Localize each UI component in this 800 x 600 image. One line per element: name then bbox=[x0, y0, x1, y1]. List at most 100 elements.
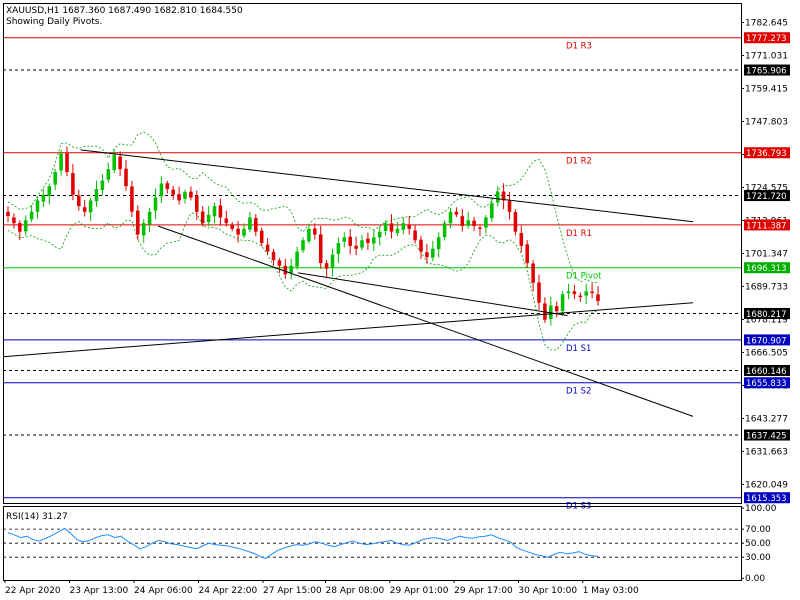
time-tick-label: 1 May 03:00 bbox=[583, 586, 639, 596]
main-plot-border bbox=[3, 3, 742, 504]
candle-body-bear bbox=[265, 244, 270, 252]
candle-body-bull bbox=[159, 183, 164, 197]
candle-body-bear bbox=[454, 211, 459, 215]
price-tick-label: 1747.803 bbox=[745, 117, 788, 127]
candle-body-bear bbox=[354, 245, 358, 249]
level-tag-label: 1765.906 bbox=[746, 67, 787, 77]
pivot-level-name: D1 S1 bbox=[566, 344, 591, 354]
candle-body-bear bbox=[12, 217, 16, 224]
candle-body-bull bbox=[560, 294, 565, 312]
candle-body-bull bbox=[383, 223, 388, 231]
candle-body-bull bbox=[466, 220, 470, 226]
level-tag-label: 1660.146 bbox=[746, 367, 787, 377]
candle-body-bull bbox=[431, 248, 435, 258]
candle-body-bear bbox=[590, 291, 594, 294]
bollinger-upper-band bbox=[7, 131, 599, 283]
candle-body-bear bbox=[71, 173, 75, 195]
candle-body-bear bbox=[313, 228, 317, 235]
candle-body-bear bbox=[318, 234, 323, 263]
time-tick-label: 29 Apr 17:00 bbox=[454, 586, 513, 596]
pivot-level-name: D1 R3 bbox=[566, 42, 592, 52]
level-tag-bg bbox=[744, 262, 790, 274]
level-tag-label: 1777.273 bbox=[746, 34, 787, 44]
candle-body-bull bbox=[448, 211, 453, 224]
candle-body-bear bbox=[218, 205, 223, 218]
level-tag-bg bbox=[744, 364, 790, 376]
candle-body-bull bbox=[59, 153, 63, 171]
candle-body-bear bbox=[578, 295, 583, 298]
candle-body-bull bbox=[106, 169, 111, 180]
level-tag-label: 1637.425 bbox=[746, 432, 787, 442]
candle-body-bear bbox=[513, 212, 518, 232]
candle-body-bull bbox=[395, 228, 400, 233]
candle-body-bull bbox=[401, 223, 406, 230]
candle-body-bear bbox=[82, 207, 87, 212]
level-tag-bg bbox=[744, 147, 790, 159]
level-tags-layer: 1765.906 1721.720 1680.217 1660.146 1637.425… bbox=[744, 32, 790, 504]
rsi-tick-label: 70.00 bbox=[745, 525, 771, 535]
candle-body-bear bbox=[572, 291, 577, 295]
time-axis-layer: 22 Apr 2020 23 Apr 13:00 24 Apr 06:00 24 Ap… bbox=[4, 580, 639, 596]
price-tick-label: 1620.049 bbox=[745, 480, 788, 490]
candle-body-bull bbox=[584, 291, 588, 296]
rsi-tick-label: 100.00 bbox=[745, 504, 777, 514]
candle-body-bear bbox=[254, 217, 258, 232]
candle-body-bear bbox=[596, 294, 600, 302]
candle-body-bear bbox=[348, 236, 352, 246]
candle-body-bull bbox=[29, 211, 34, 220]
price-tick-label: 1631.663 bbox=[745, 447, 788, 457]
price-axis-layer: 1782.6451771.0311759.4151747.8031736.188… bbox=[741, 18, 788, 490]
candle-body-bear bbox=[413, 230, 417, 241]
level-tag-bg bbox=[744, 429, 790, 441]
candle-body-bear bbox=[537, 282, 541, 303]
level-tag-label: 1680.217 bbox=[746, 310, 787, 320]
candle-body-bull bbox=[94, 189, 99, 202]
price-tick-label: 1782.645 bbox=[745, 18, 788, 28]
candle-body-bull bbox=[342, 237, 347, 242]
candle-body-bear bbox=[531, 263, 535, 283]
candle-body-bear bbox=[419, 239, 423, 252]
price-tick-label: 1759.415 bbox=[745, 84, 788, 94]
candle-body-bull bbox=[330, 254, 335, 269]
candle-body-bull bbox=[484, 217, 488, 228]
candle-body-bear bbox=[389, 223, 394, 232]
candle-body-bear bbox=[118, 156, 122, 170]
trendline bbox=[157, 225, 694, 417]
candle-body-bear bbox=[366, 238, 370, 244]
candle-body-bull bbox=[41, 194, 46, 202]
candle-body-bear bbox=[189, 191, 193, 198]
candle-body-bear bbox=[195, 195, 199, 212]
candle-body-bull bbox=[88, 200, 93, 213]
candle-body-bear bbox=[65, 153, 69, 173]
level-tag-label: 1670.907 bbox=[746, 336, 787, 346]
candle-body-bear bbox=[77, 195, 81, 207]
candle-body-bull bbox=[490, 203, 494, 219]
rsi-tick-label: 30.00 bbox=[745, 553, 771, 563]
candle-body-bull bbox=[360, 240, 364, 248]
level-tag-label: 1736.793 bbox=[746, 149, 787, 159]
trendline bbox=[80, 149, 694, 223]
candle-body-bear bbox=[525, 244, 529, 263]
candle-body-bull bbox=[23, 220, 28, 232]
candle-body-bull bbox=[307, 228, 311, 242]
candle-body-bull bbox=[442, 223, 447, 238]
level-tag-label: 1655.833 bbox=[746, 379, 787, 389]
pivot-levels-layer: D1 R3 D1 R2 D1 R1 D1 Pivot D1 S1 D1 S2 D1 S3 bbox=[3, 37, 741, 512]
candle-body-bull bbox=[112, 154, 116, 171]
symbol-header: XAUUSD,H1 1687.360 1687.490 1682.810 168… bbox=[6, 6, 243, 16]
candle-body-bear bbox=[171, 189, 175, 195]
candle-body-bear bbox=[224, 218, 229, 224]
price-tick-label: 1689.733 bbox=[745, 282, 788, 292]
candle-body-bear bbox=[230, 224, 234, 229]
candle-body-bull bbox=[372, 237, 376, 244]
candle-body-bear bbox=[507, 200, 512, 212]
level-tag-label: 1615.353 bbox=[746, 494, 787, 504]
pivots-subtitle: Showing Daily Pivots. bbox=[6, 17, 102, 27]
candle-body-bull bbox=[336, 243, 341, 254]
candle-body-bear bbox=[501, 191, 506, 201]
time-tick-label: 22 Apr 2020 bbox=[5, 586, 61, 596]
level-tag-bg bbox=[744, 190, 790, 202]
level-tag-bg bbox=[744, 377, 790, 389]
price-tick-label: 1678.119 bbox=[745, 315, 788, 325]
